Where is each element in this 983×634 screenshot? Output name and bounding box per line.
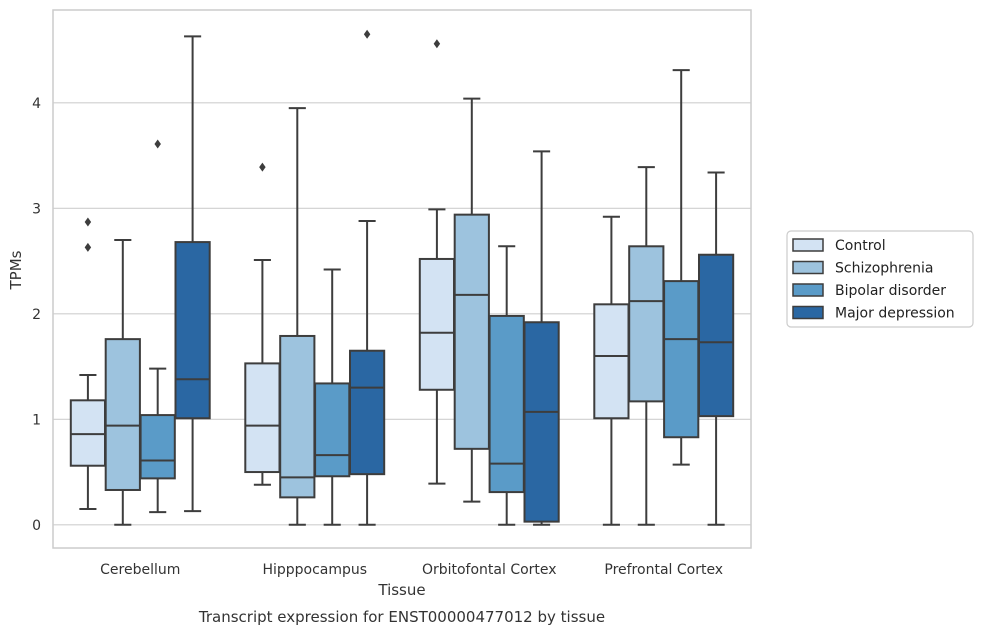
legend-label: Control — [835, 238, 886, 254]
plot-frame — [52, 9, 752, 549]
box — [488, 314, 525, 494]
legend-swatch — [792, 238, 824, 252]
box-group-hipppocampus — [244, 29, 386, 526]
outlier-point — [433, 39, 441, 49]
box — [348, 349, 386, 476]
y-tick-label: 4 — [32, 96, 41, 112]
box — [139, 414, 176, 480]
outlier-point — [154, 139, 161, 149]
box — [697, 253, 735, 418]
y-axis-title: TPMs — [7, 250, 25, 290]
box — [453, 213, 490, 450]
outlier-point — [259, 162, 266, 172]
x-tick-label: Cerebellum — [100, 562, 180, 578]
box — [104, 338, 141, 491]
legend-frame — [786, 230, 974, 328]
outlier-point — [84, 242, 92, 252]
plot-area — [52, 9, 752, 549]
x-tick-label: Orbitofontal Cortex — [422, 562, 557, 578]
y-tick-label: 0 — [32, 518, 41, 534]
box — [628, 245, 665, 403]
y-tick-label: 2 — [32, 307, 41, 323]
box — [663, 280, 700, 439]
box-group-cerebellum — [69, 35, 211, 526]
legend: Control Schizophrenia Bipolar disorder Majo… — [786, 230, 974, 328]
y-tick-label: 3 — [32, 201, 41, 217]
outlier-point — [84, 217, 92, 227]
legend-swatch — [792, 283, 824, 297]
x-tick-label: Hipppocampus — [262, 562, 367, 578]
legend-swatch — [792, 305, 824, 320]
box — [314, 382, 351, 478]
box — [69, 399, 107, 467]
chart-caption: Transcript expression for ENST0000047701… — [198, 608, 605, 626]
box — [418, 257, 456, 391]
legend-label: Major depression — [835, 306, 955, 322]
box-group-prefrontal-cortex — [593, 69, 735, 526]
legend-label: Schizophrenia — [835, 261, 933, 277]
box — [174, 241, 211, 420]
box — [279, 334, 316, 499]
outlier-point — [363, 29, 371, 39]
box — [593, 303, 630, 420]
box-groups — [69, 29, 735, 526]
legend-label: Bipolar disorder — [835, 283, 946, 299]
x-axis-ticks: Cerebellum Hipppocampus Orbitofontal Corte… — [100, 562, 723, 578]
legend-swatch — [792, 260, 824, 275]
y-tick-label: 1 — [32, 412, 41, 428]
x-tick-label: Prefrontal Cortex — [604, 562, 723, 578]
box-group-orbitofontal-cortex — [418, 39, 560, 526]
box — [244, 362, 281, 474]
box — [523, 321, 560, 523]
x-axis-title: Tissue — [377, 581, 425, 599]
y-axis-ticks: 0 1 2 3 4 — [32, 96, 41, 534]
